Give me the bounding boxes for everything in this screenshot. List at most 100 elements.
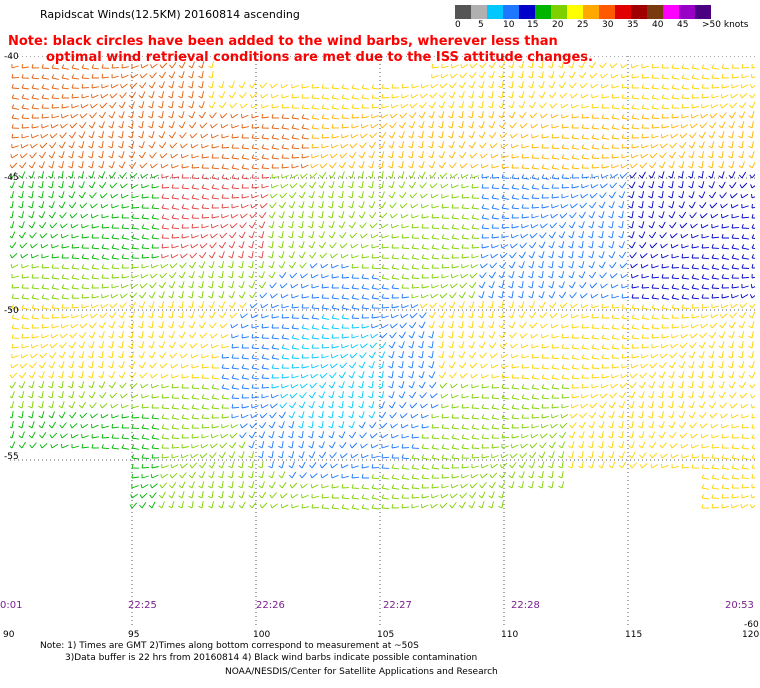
wind-barb <box>71 93 79 99</box>
wind-barb <box>659 353 668 359</box>
wind-barb <box>681 284 689 290</box>
wind-barb <box>351 253 359 259</box>
wind-barb <box>79 412 88 419</box>
wind-barb <box>709 322 718 329</box>
wind-barb <box>30 253 39 259</box>
wind-barb <box>691 464 700 469</box>
wind-barb <box>530 333 539 339</box>
wind-barb <box>588 271 597 279</box>
wind-barb <box>498 321 505 329</box>
wind-barb <box>551 203 559 209</box>
wind-barb <box>681 243 689 249</box>
wind-barb <box>511 204 520 210</box>
wind-barb <box>160 163 169 169</box>
wind-barb <box>519 112 527 119</box>
wind-barb <box>379 332 388 339</box>
wind-barb <box>299 182 307 189</box>
wind-barb <box>81 264 89 270</box>
wind-barb <box>110 193 119 199</box>
wind-barb <box>358 371 365 379</box>
wind-barb <box>719 112 727 119</box>
wind-barb <box>88 181 96 189</box>
wind-barb <box>560 313 569 319</box>
colorbar-segment <box>487 5 503 19</box>
wind-barb <box>139 162 148 169</box>
wind-barb <box>301 124 309 130</box>
wind-barb <box>218 251 225 259</box>
wind-barb <box>718 141 724 149</box>
wind-barb <box>41 64 50 69</box>
wind-barb <box>438 361 445 369</box>
wind-barb <box>188 71 195 79</box>
wind-barb <box>719 402 727 409</box>
wind-barb <box>598 421 605 429</box>
wind-barb <box>461 234 469 240</box>
wind-barb <box>598 411 606 419</box>
wind-barb <box>638 221 645 229</box>
wind-barb <box>408 181 416 189</box>
wind-barb <box>180 243 189 249</box>
wind-barb <box>448 341 454 349</box>
wind-barb <box>531 404 540 409</box>
wind-barb <box>479 473 488 479</box>
wind-barb <box>311 153 319 159</box>
wind-barb <box>598 211 605 219</box>
wind-barb <box>298 191 306 199</box>
wind-barb <box>629 172 637 179</box>
wind-barb <box>281 124 289 130</box>
wind-barb <box>518 71 524 79</box>
wind-barb <box>738 131 744 139</box>
wind-barb <box>298 441 304 449</box>
wind-barb <box>338 171 345 179</box>
wind-barb <box>149 152 157 159</box>
wind-barb <box>501 163 509 169</box>
wind-barb <box>738 381 747 389</box>
wind-barb <box>51 294 59 300</box>
wind-barb <box>321 114 329 120</box>
wind-barb <box>371 323 379 329</box>
wind-barb <box>540 323 548 329</box>
wind-barb <box>130 493 139 499</box>
wind-barb <box>498 101 505 109</box>
wind-barb <box>621 73 629 79</box>
wind-barb <box>370 233 379 239</box>
wind-barb <box>511 423 520 429</box>
wind-barb <box>669 352 678 359</box>
wind-barb <box>199 242 208 249</box>
wind-barb <box>58 181 64 189</box>
wind-barb <box>180 253 188 259</box>
wind-barb <box>668 161 675 169</box>
wind-barb <box>98 151 104 159</box>
wind-barb <box>270 93 279 99</box>
wind-barb <box>508 61 515 69</box>
wind-barb <box>581 124 590 130</box>
wind-barb <box>61 313 69 319</box>
wind-barb <box>531 353 540 359</box>
wind-barb <box>51 324 59 329</box>
wind-barb <box>748 151 755 159</box>
wind-barb <box>178 301 184 309</box>
wind-barb <box>718 161 724 169</box>
wind-barb <box>568 261 574 269</box>
wind-barb <box>518 461 526 469</box>
wind-barb <box>718 361 724 369</box>
wind-barb <box>301 503 309 509</box>
wind-barb <box>168 331 175 339</box>
wind-barb <box>58 171 64 179</box>
wind-barb <box>639 242 647 249</box>
wind-barb <box>120 283 129 289</box>
wind-barb <box>388 131 396 139</box>
wind-barb <box>291 374 299 379</box>
wind-barb <box>360 334 369 339</box>
wind-barb <box>720 304 729 309</box>
wind-barb <box>470 263 479 269</box>
wind-barb <box>518 471 525 479</box>
wind-barb <box>78 381 85 389</box>
wind-barb <box>518 81 524 89</box>
wind-barb <box>561 164 569 170</box>
wind-barb <box>628 241 636 249</box>
wind-barb <box>321 314 329 320</box>
wind-barb <box>121 224 130 230</box>
wind-barb <box>430 83 439 89</box>
wind-barb <box>411 503 419 509</box>
